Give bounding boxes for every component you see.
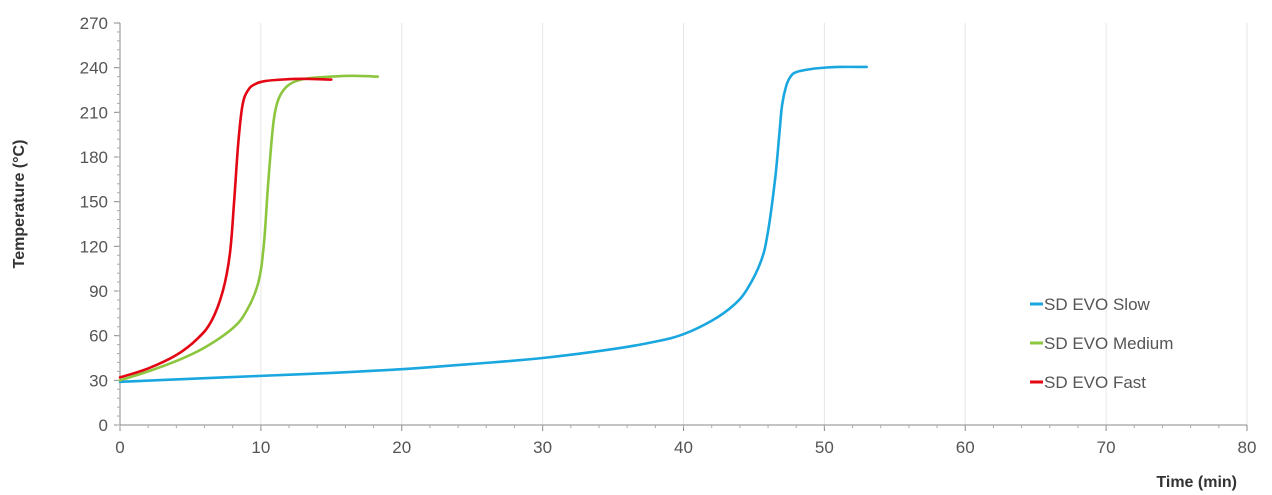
y-tick-label: 60 <box>89 327 108 346</box>
legend: SD EVO Slow SD EVO Medium SD EVO Fast <box>1030 295 1173 392</box>
y-tick-label: 240 <box>80 59 108 78</box>
series-line-sd-evo-slow <box>118 65 868 384</box>
x-tick-label: 0 <box>115 438 124 457</box>
legend-label-sd-evo-slow: SD EVO Slow <box>1044 295 1151 314</box>
series-line-sd-evo-fast <box>118 77 333 379</box>
y-tick-label: 120 <box>80 237 108 256</box>
legend-label-sd-evo-fast: SD EVO Fast <box>1044 373 1146 392</box>
y-tick-labels: 0 30 60 90 120 150 180 210 240 270 <box>80 14 108 435</box>
x-tick-label: 60 <box>956 438 975 457</box>
x-tick-labels: 0 10 20 30 40 50 60 70 80 <box>115 438 1256 457</box>
x-tick-label: 40 <box>674 438 693 457</box>
x-tick-label: 20 <box>392 438 411 457</box>
y-tick-label: 90 <box>89 282 108 301</box>
y-tick-label: 150 <box>80 193 108 212</box>
y-tick-label: 270 <box>80 14 108 33</box>
x-tick-label: 30 <box>533 438 552 457</box>
y-tick-label: 180 <box>80 148 108 167</box>
axes <box>114 22 1248 431</box>
series-line-sd-evo-medium <box>118 74 380 382</box>
x-tick-label: 80 <box>1238 438 1257 457</box>
x-tick-label: 50 <box>815 438 834 457</box>
x-tick-label: 10 <box>251 438 270 457</box>
y-tick-label: 0 <box>99 416 108 435</box>
y-tick-label: 210 <box>80 103 108 122</box>
legend-label-sd-evo-medium: SD EVO Medium <box>1044 334 1173 353</box>
y-tick-label: 30 <box>89 371 108 390</box>
x-axis-title: Time (min) <box>1156 474 1237 491</box>
x-tick-label: 70 <box>1097 438 1116 457</box>
series-lines <box>118 65 868 384</box>
y-axis-title: Temperature (°C) <box>11 140 28 269</box>
grid-lines <box>260 23 1248 425</box>
